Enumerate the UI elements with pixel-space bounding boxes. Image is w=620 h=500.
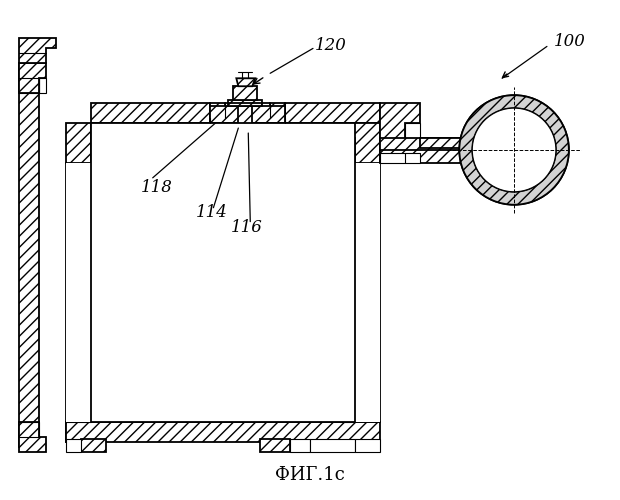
Polygon shape xyxy=(236,78,255,86)
Polygon shape xyxy=(355,438,379,452)
Bar xyxy=(66,163,91,421)
Polygon shape xyxy=(66,163,91,421)
Polygon shape xyxy=(91,103,210,123)
Polygon shape xyxy=(19,64,46,93)
Polygon shape xyxy=(310,438,355,452)
Polygon shape xyxy=(228,100,262,106)
Polygon shape xyxy=(91,123,111,138)
Polygon shape xyxy=(290,438,310,452)
Polygon shape xyxy=(260,438,290,452)
Text: 118: 118 xyxy=(141,180,172,196)
Text: 114: 114 xyxy=(195,204,228,221)
Polygon shape xyxy=(270,103,285,118)
Polygon shape xyxy=(210,106,285,123)
Polygon shape xyxy=(39,78,46,93)
Polygon shape xyxy=(66,163,91,441)
Polygon shape xyxy=(340,123,379,163)
Polygon shape xyxy=(19,38,56,64)
Polygon shape xyxy=(210,103,226,118)
Polygon shape xyxy=(340,163,355,421)
Polygon shape xyxy=(66,123,111,163)
Circle shape xyxy=(472,108,556,192)
Bar xyxy=(91,123,355,422)
Polygon shape xyxy=(19,64,39,446)
Circle shape xyxy=(459,95,569,204)
Polygon shape xyxy=(405,123,420,153)
Polygon shape xyxy=(81,438,106,452)
Bar xyxy=(355,163,379,421)
Polygon shape xyxy=(285,103,379,123)
Text: ФИГ.1с: ФИГ.1с xyxy=(275,466,345,484)
Text: 116: 116 xyxy=(231,219,262,236)
Text: 120: 120 xyxy=(315,37,347,54)
Polygon shape xyxy=(233,86,257,100)
Polygon shape xyxy=(379,150,464,163)
Polygon shape xyxy=(238,106,252,138)
Text: 100: 100 xyxy=(554,33,586,50)
Polygon shape xyxy=(19,422,46,452)
Polygon shape xyxy=(379,138,464,153)
Polygon shape xyxy=(66,422,379,442)
Polygon shape xyxy=(66,438,81,452)
Polygon shape xyxy=(355,163,379,421)
Polygon shape xyxy=(420,138,464,148)
Polygon shape xyxy=(379,103,420,153)
Polygon shape xyxy=(379,153,420,163)
Polygon shape xyxy=(210,123,285,138)
